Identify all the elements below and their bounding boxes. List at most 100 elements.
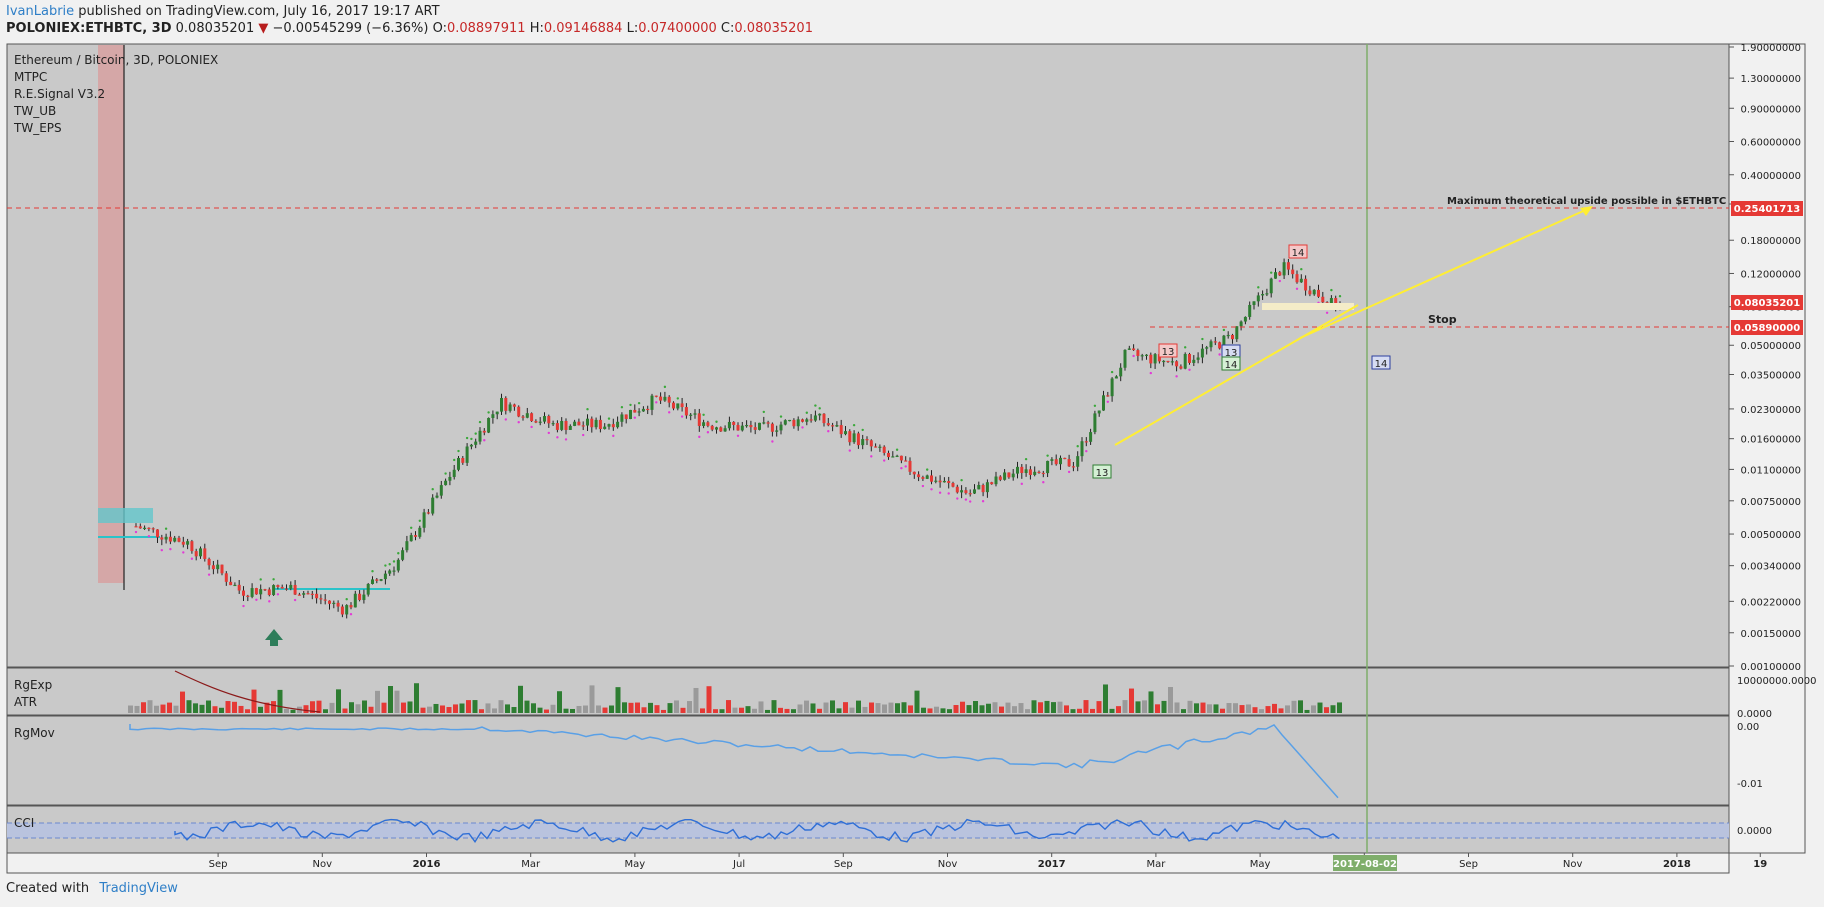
volume-bar (1285, 705, 1290, 713)
candle-body (1222, 335, 1226, 349)
stop-price-tag: 0.05890000 (1731, 320, 1803, 335)
cci-pane-label: CCI (14, 816, 34, 830)
signal-dot (487, 411, 490, 414)
candle-body (822, 413, 826, 424)
price-scale[interactable] (1728, 43, 1806, 854)
volume-bar (141, 702, 146, 713)
volume-bar (1005, 702, 1011, 713)
main-pane[interactable] (6, 43, 1730, 668)
volume-bar (830, 700, 835, 713)
signal-dot (620, 406, 624, 409)
volume-bar (1025, 709, 1030, 713)
candle-body (164, 536, 168, 540)
legend-title: Ethereum / Bitcoin, 3D, POLONIEX (14, 53, 218, 67)
volume-bar (433, 703, 439, 713)
candle-body (1308, 290, 1312, 295)
volume-bar (264, 702, 270, 713)
volume-bar (1259, 709, 1264, 713)
candle-body (727, 421, 731, 429)
candle-body (1226, 334, 1230, 337)
candle-body (1102, 395, 1105, 411)
price-tick-label: 1.30000000 (1741, 74, 1801, 85)
volume-bar (199, 704, 205, 713)
signal-dot (465, 436, 469, 440)
legend-indicator: TW_UB (13, 104, 56, 118)
volume-bar (1012, 706, 1017, 713)
candle-body (1166, 360, 1170, 363)
signal-dot (607, 417, 611, 420)
volume-bar (524, 700, 530, 713)
signal-dot (1106, 400, 1110, 403)
signal-dot (470, 437, 473, 441)
volume-pane[interactable] (6, 667, 1730, 716)
tradingview-brand[interactable]: TradingView (99, 881, 178, 896)
signal-dot (268, 600, 271, 603)
candle-body (861, 439, 865, 446)
candle-body (659, 396, 663, 401)
candle-body (517, 406, 521, 417)
candle-body (762, 422, 766, 424)
candle-body (624, 414, 628, 420)
candle-body (921, 477, 925, 479)
volume-bar (999, 706, 1004, 713)
volume-bar (1252, 707, 1258, 713)
candle-body (1261, 294, 1265, 296)
volume-bar (908, 705, 913, 713)
last-price: 0.08035201 (175, 21, 255, 36)
candle-body (534, 421, 538, 423)
volume-bar (154, 705, 159, 713)
count-label: 13 (1092, 464, 1112, 479)
candle-body (1205, 347, 1209, 349)
candle-body (839, 425, 843, 435)
signal-dot (1184, 346, 1187, 349)
volume-bar (1200, 702, 1206, 713)
candle-body (362, 594, 366, 601)
volume-bar (505, 704, 510, 713)
close-value: 0.08035201 (734, 21, 813, 36)
volume-bar (355, 704, 361, 713)
atr-line (174, 670, 321, 713)
candle-body (1140, 355, 1144, 357)
volume-bar (869, 702, 874, 713)
candle-body (1153, 354, 1157, 364)
candle-body (340, 606, 344, 615)
candle-body (151, 528, 155, 530)
chart-header: IvanLabrie published on TradingView.com,… (6, 3, 813, 37)
volume-bar (1083, 700, 1089, 713)
signal-dot (612, 434, 615, 438)
volume-bar (1213, 704, 1219, 713)
volume-bar (212, 706, 218, 713)
candle-body (237, 584, 241, 591)
signal-dot (504, 418, 507, 421)
volume-bar (654, 705, 660, 713)
candle-body (1196, 357, 1200, 360)
candle-body (1114, 376, 1118, 379)
candle-body (676, 403, 680, 409)
author-link[interactable]: IvanLabrie (6, 4, 75, 19)
candle-body (1050, 459, 1054, 461)
candle-body (358, 593, 362, 601)
candle-body (706, 422, 710, 426)
volume-bar (732, 707, 738, 713)
candle-body (869, 440, 873, 447)
volume-bar (498, 700, 504, 713)
candle-body (1132, 348, 1136, 351)
volume-bar (570, 708, 575, 713)
signal-dot (1024, 457, 1028, 461)
time-axis[interactable] (6, 852, 1730, 874)
rgmov-pane[interactable] (6, 715, 1730, 806)
candle-body (813, 415, 817, 421)
volume-bar (1207, 704, 1212, 713)
time-tick-label: Sep (1459, 859, 1478, 870)
time-tick-label: 2018 (1663, 859, 1691, 870)
signal-dot (706, 431, 710, 434)
price-tick-label: 0.12000000 (1741, 269, 1801, 280)
candle-body (194, 551, 198, 557)
volume-bar (1044, 700, 1050, 713)
signal-dot (1338, 295, 1342, 298)
candle-body (1299, 278, 1303, 283)
volume-bar (823, 702, 829, 713)
candle-body (401, 550, 405, 560)
volume-bar (290, 709, 296, 713)
